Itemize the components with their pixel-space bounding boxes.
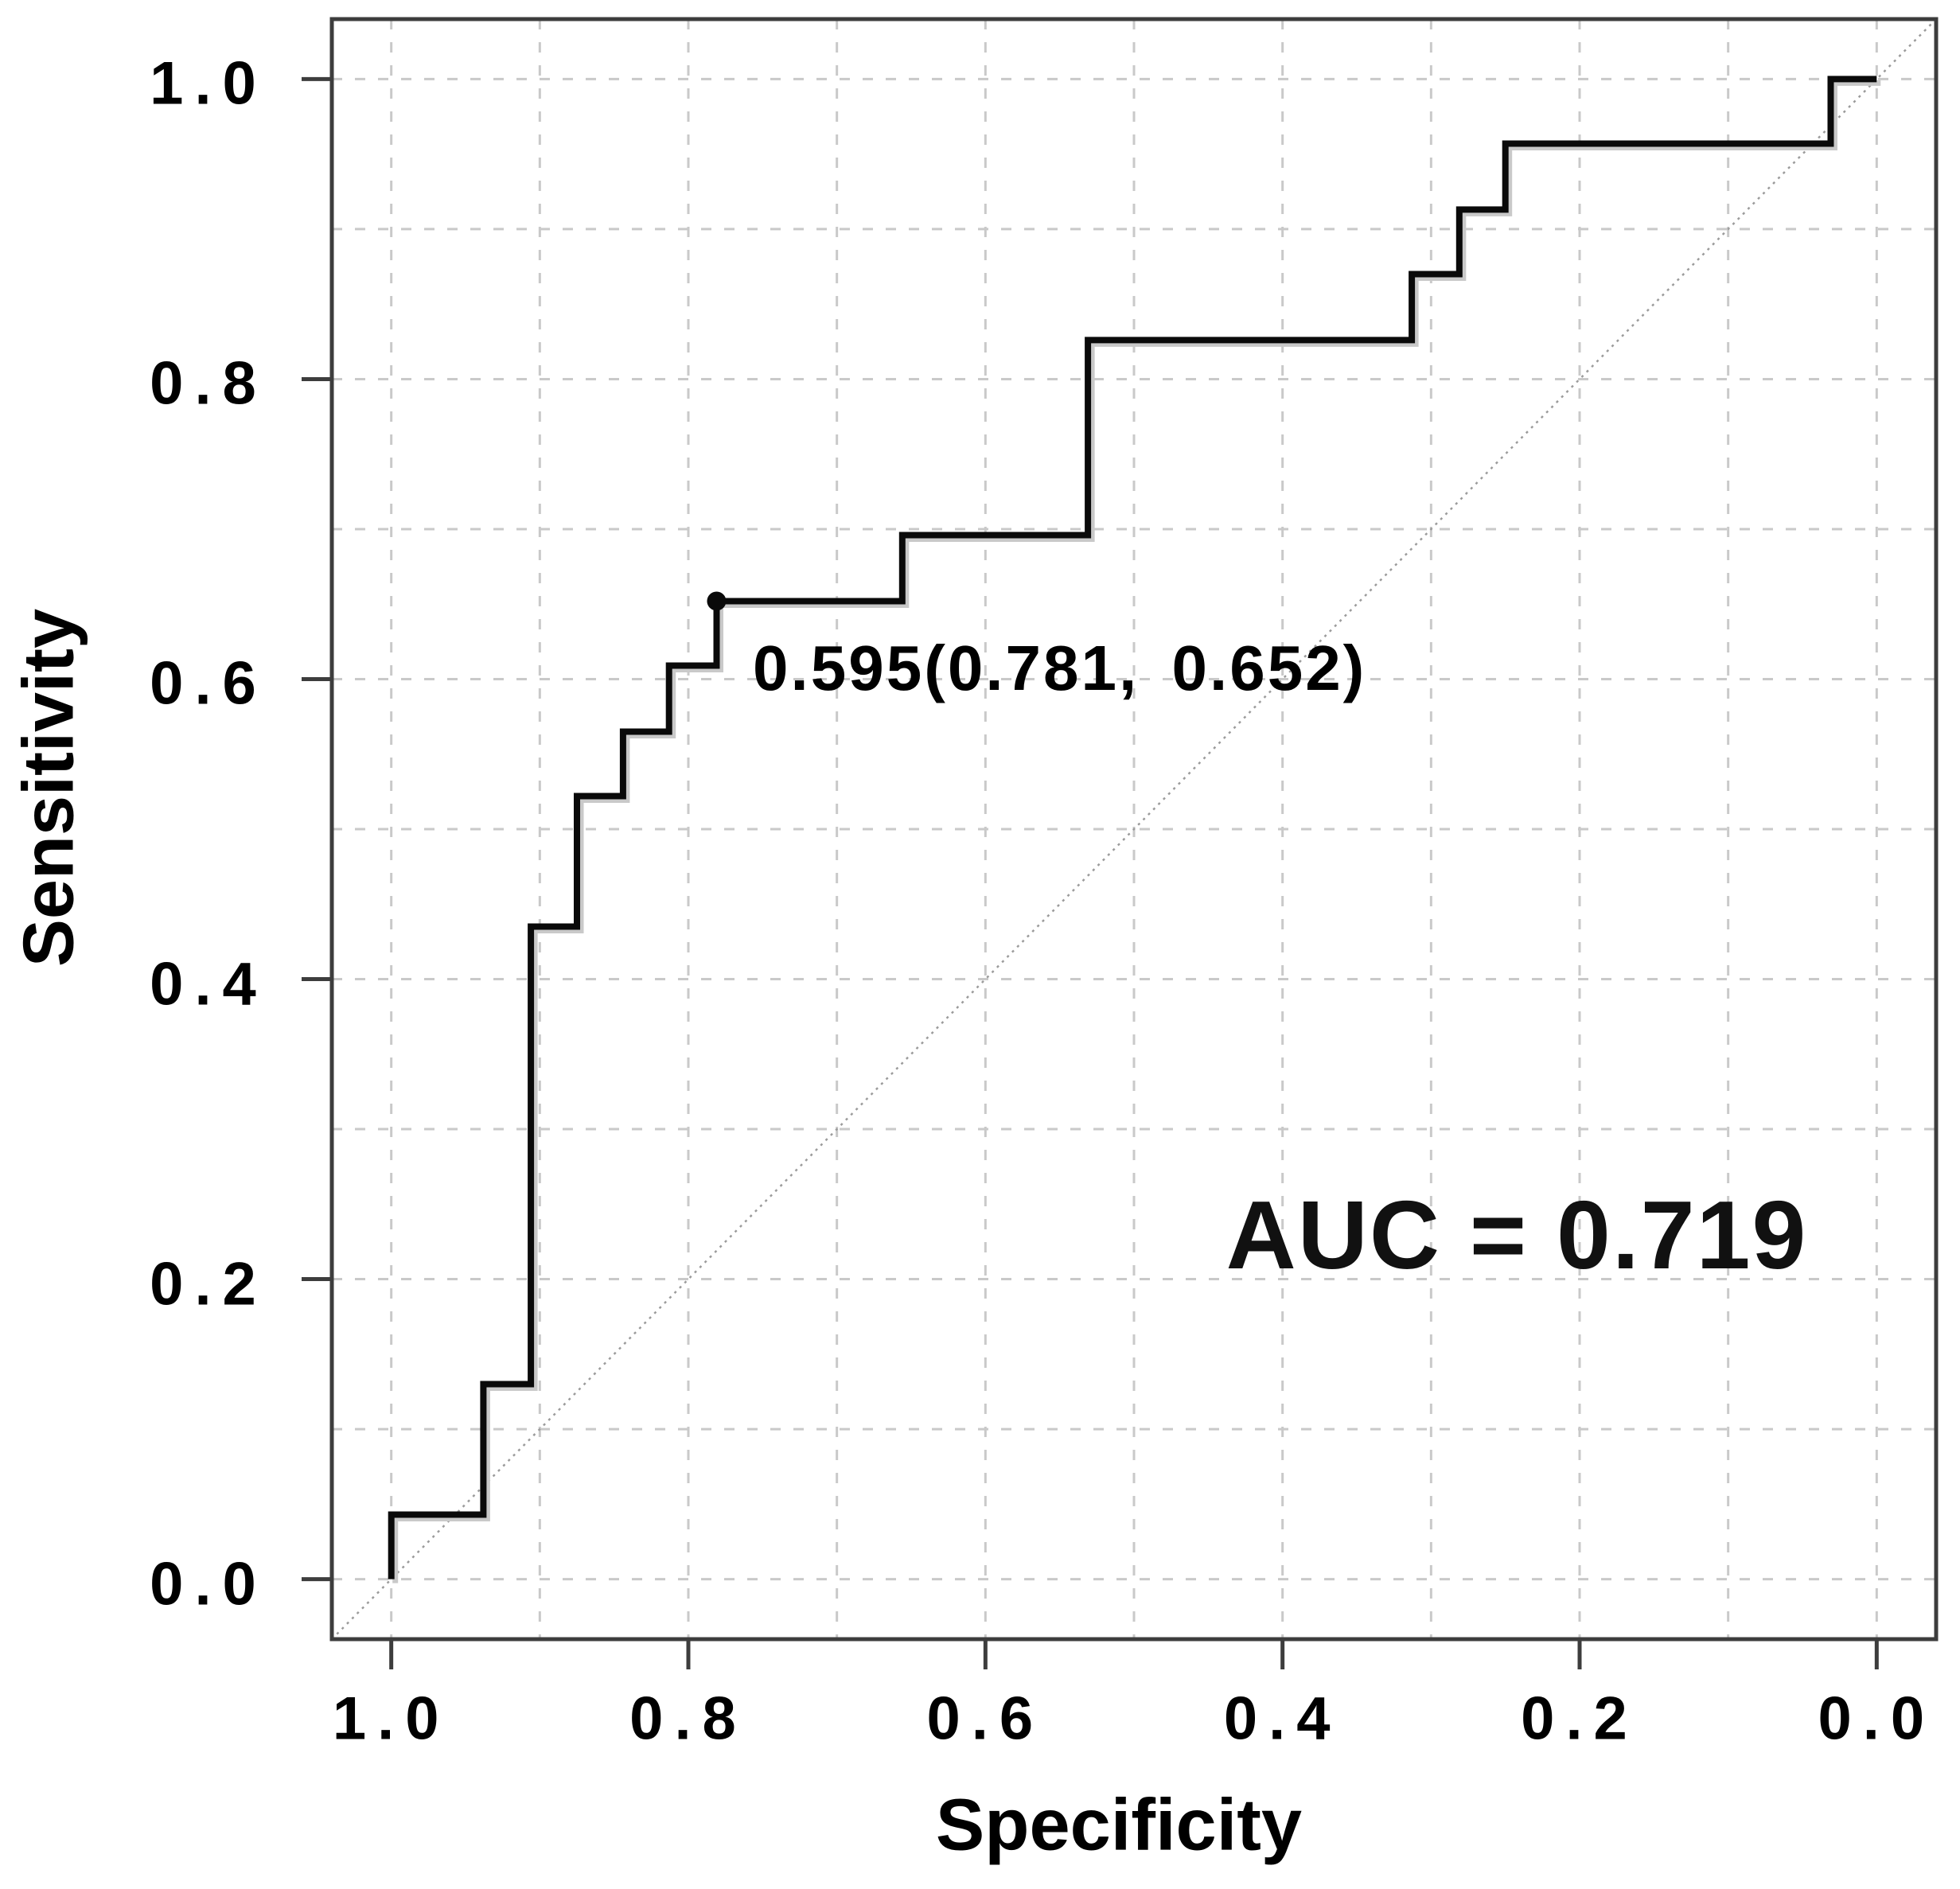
plot-border	[329, 17, 1939, 1642]
roc-curve-shadow	[392, 80, 1881, 1583]
cutoff-marker	[707, 591, 727, 611]
diagonal-reference-line	[331, 18, 1937, 1640]
